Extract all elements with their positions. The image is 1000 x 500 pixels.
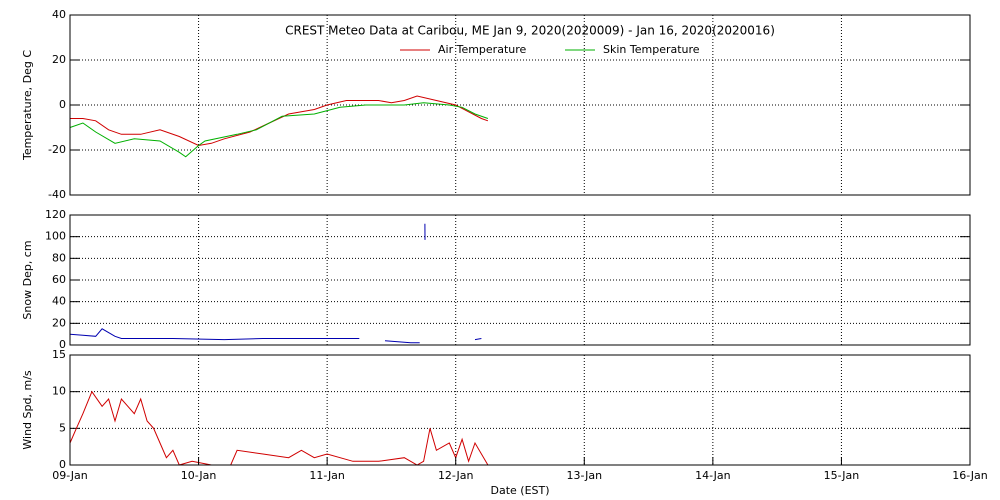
y-tick-label: 20: [52, 53, 66, 66]
y-axis-label: Temperature, Deg C: [21, 50, 34, 161]
y-tick-label: 40: [52, 295, 66, 308]
y-tick-label: 120: [45, 208, 66, 221]
y-tick-label: 40: [52, 8, 66, 21]
y-tick-label: 60: [52, 273, 66, 286]
y-tick-label: 0: [59, 98, 66, 111]
legend-label: Skin Temperature: [603, 43, 700, 56]
y-axis-label: Snow Dep, cm: [21, 240, 34, 319]
x-tick-label: 14-Jan: [695, 469, 731, 482]
plot-frame: [69, 214, 971, 346]
y-axis-label: Wind Spd, m/s: [21, 370, 34, 450]
x-tick-label: 12-Jan: [438, 469, 474, 482]
plot-frame: [69, 14, 971, 196]
y-tick-label: 20: [52, 316, 66, 329]
x-tick-label: 15-Jan: [824, 469, 860, 482]
x-tick-label: 13-Jan: [567, 469, 603, 482]
y-tick-label: 0: [59, 338, 66, 351]
y-tick-label: -20: [48, 143, 66, 156]
x-tick-label: 09-Jan: [52, 469, 88, 482]
x-tick-label: 11-Jan: [309, 469, 345, 482]
y-tick-label: 100: [45, 230, 66, 243]
y-tick-label: 5: [59, 421, 66, 434]
x-axis-label: Date (EST): [490, 484, 549, 497]
chart-title: CREST Meteo Data at Caribou, ME Jan 9, 2…: [285, 24, 775, 38]
x-tick-label: 16-Jan: [952, 469, 988, 482]
legend-label: Air Temperature: [438, 43, 527, 56]
y-tick-label: 80: [52, 251, 66, 264]
data-line: [69, 390, 489, 466]
data-line: [69, 102, 489, 158]
plot-frame: [69, 354, 971, 466]
x-tick-label: 10-Jan: [181, 469, 217, 482]
y-tick-label: 15: [52, 348, 66, 361]
data-line: [69, 223, 482, 344]
y-tick-label: 10: [52, 385, 66, 398]
y-tick-label: -40: [48, 188, 66, 201]
y-tick-label: 0: [59, 458, 66, 471]
